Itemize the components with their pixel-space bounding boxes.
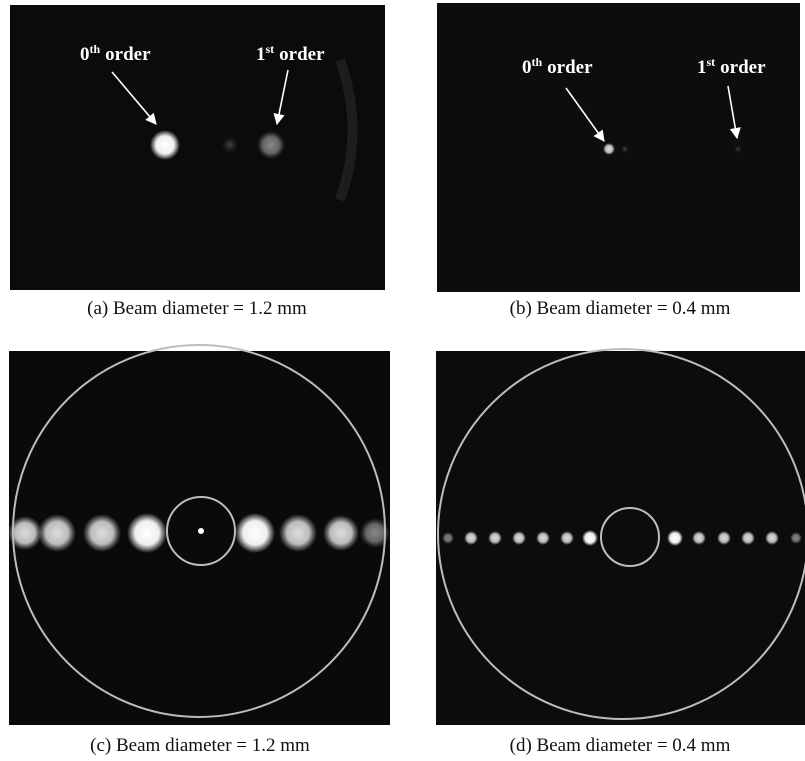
spot [621,145,629,153]
spot [603,143,615,155]
spot [560,531,574,545]
panel-d: (d) Beam diameter = 0.4 mm [436,349,805,756]
spot [741,531,755,545]
photo [437,3,800,292]
spot [734,145,742,153]
spot [582,530,598,546]
caption: (b) Beam diameter = 0.4 mm [510,298,731,319]
spot [83,514,121,552]
spot [765,531,779,545]
spot [150,130,180,160]
spot [279,514,317,552]
spot [717,531,731,545]
caption: (d) Beam diameter = 0.4 mm [510,735,731,756]
spot [488,531,502,545]
figure: 0thorder 1storder (a) Beam diameter = 1.… [0,0,805,761]
spot [221,136,239,154]
spot [692,531,706,545]
spot [235,513,275,553]
spot [257,131,285,159]
spot [38,514,76,552]
spot [127,513,167,553]
spot [442,532,454,544]
photo [10,5,385,290]
spot [536,531,550,545]
spot [512,531,526,545]
spot [667,530,683,546]
spot [198,528,204,534]
panel-c: (c) Beam diameter = 1.2 mm [8,345,390,756]
spot [323,515,359,551]
spot [790,532,802,544]
caption: (a) Beam diameter = 1.2 mm [87,298,307,319]
spot [464,531,478,545]
caption: (c) Beam diameter = 1.2 mm [90,735,310,756]
